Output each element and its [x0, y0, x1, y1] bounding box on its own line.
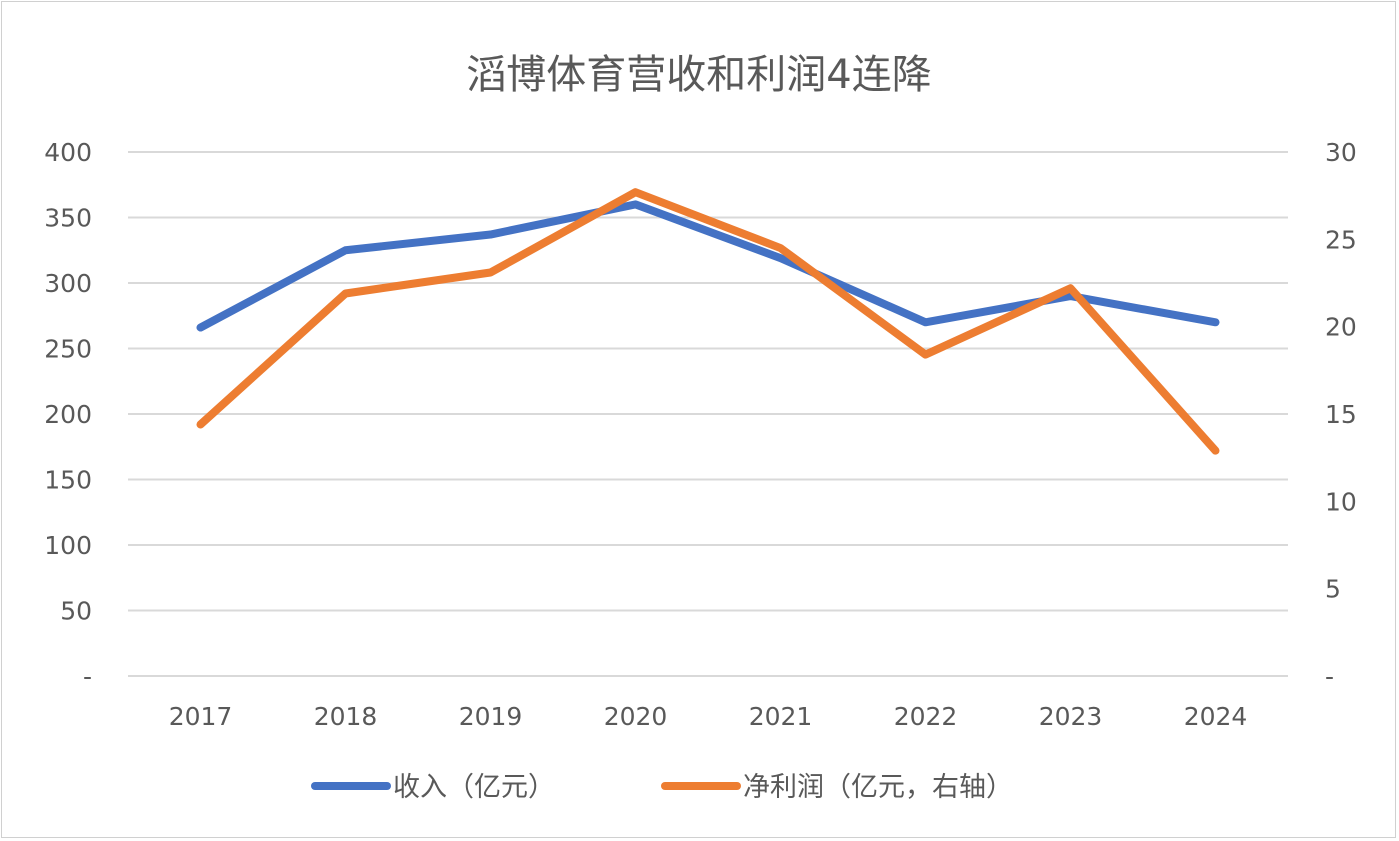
right-tick-label: 15: [1325, 400, 1357, 429]
left-tick-label: 400: [44, 138, 92, 167]
left-tick-label: -: [83, 662, 92, 691]
legend-label: 净利润（亿元，右轴）: [743, 772, 1013, 803]
left-tick-label: 100: [44, 531, 92, 560]
x-tick-label: 2018: [314, 702, 378, 731]
x-tick-label: 2020: [604, 702, 668, 731]
left-tick-label: 250: [44, 335, 92, 364]
right-tick-label: 30: [1325, 138, 1357, 167]
x-tick-label: 2021: [749, 702, 813, 731]
right-tick-label: 10: [1325, 487, 1357, 516]
x-tick-label: 2022: [894, 702, 958, 731]
series-line-1: [196, 188, 1220, 455]
x-tick-label: 2024: [1184, 702, 1248, 731]
right-tick-label: 20: [1325, 313, 1357, 342]
left-tick-label: 50: [60, 597, 92, 626]
legend-label: 收入（亿元）: [393, 772, 555, 803]
left-tick-label: 350: [44, 204, 92, 233]
right-tick-label: -: [1325, 662, 1334, 691]
left-tick-label: 300: [44, 269, 92, 298]
right-tick-label: 25: [1325, 225, 1357, 254]
left-tick-label: 200: [44, 400, 92, 429]
chart-title: 滔博体育营收和利润4连降: [466, 52, 931, 98]
x-tick-label: 2019: [459, 702, 523, 731]
left-tick-label: 150: [44, 466, 92, 495]
x-tick-label: 2017: [169, 702, 233, 731]
right-tick-label: 5: [1325, 575, 1341, 604]
x-tick-label: 2023: [1039, 702, 1103, 731]
